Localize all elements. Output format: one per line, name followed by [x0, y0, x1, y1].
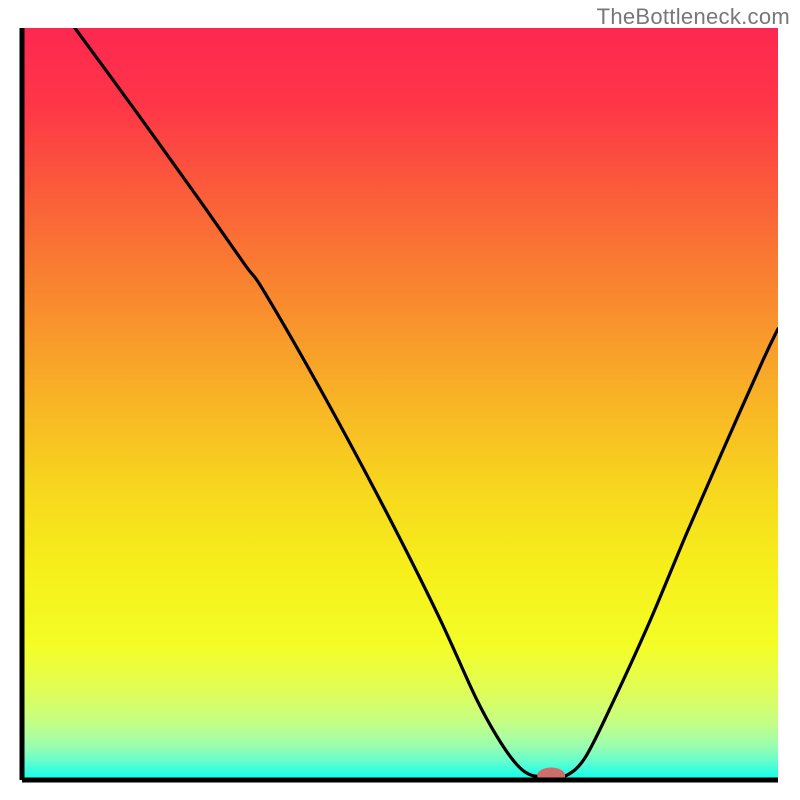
gradient-background [22, 28, 778, 780]
chart-container: TheBottleneck.com [0, 0, 800, 800]
watermark: TheBottleneck.com [597, 4, 790, 30]
bottleneck-curve-chart [0, 0, 800, 800]
